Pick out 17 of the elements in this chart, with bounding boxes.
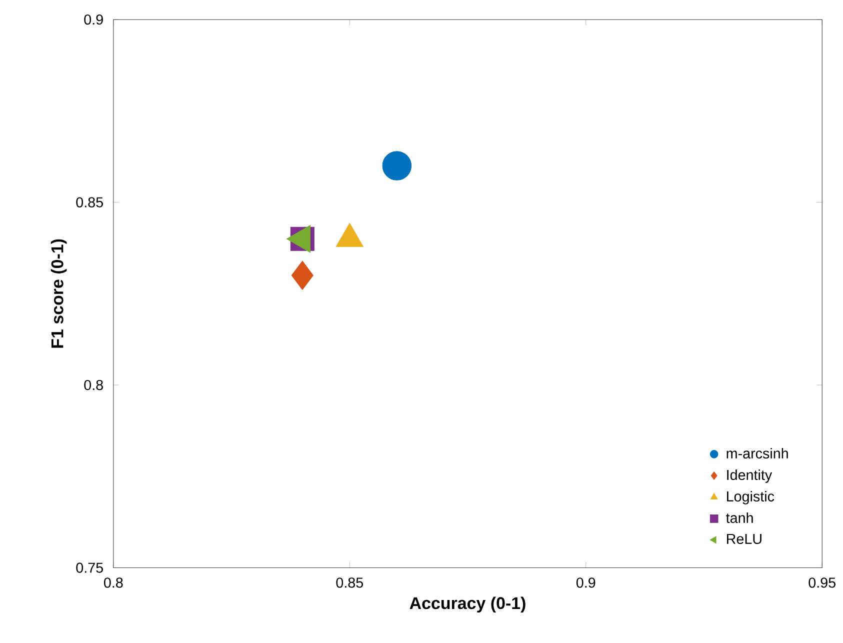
legend-label: m-arcsinh <box>726 448 788 458</box>
point <box>382 150 412 180</box>
y-tick-label: 0.9 <box>84 14 103 24</box>
y-tick-label: 0.75 <box>76 562 103 573</box>
x-tick-label: 0.85 <box>336 577 363 588</box>
legend-label: Identity <box>727 469 772 483</box>
x-tick-label: 0.8 <box>104 577 123 588</box>
legend-label: tanh <box>726 512 753 523</box>
legend-label: ReLU <box>727 534 762 544</box>
y-axis-title: F1 score (0-1) <box>50 239 67 348</box>
legend-label: Logistic <box>727 490 774 504</box>
x-tick-label: 0.95 <box>808 577 836 588</box>
x-tick-label: 0.9 <box>576 577 596 588</box>
point <box>291 260 314 290</box>
y-tick-label: 0.85 <box>76 197 103 208</box>
x-axis-title: Accuracy (0-1) <box>410 596 526 612</box>
y-tick-label: 0.8 <box>84 380 103 390</box>
